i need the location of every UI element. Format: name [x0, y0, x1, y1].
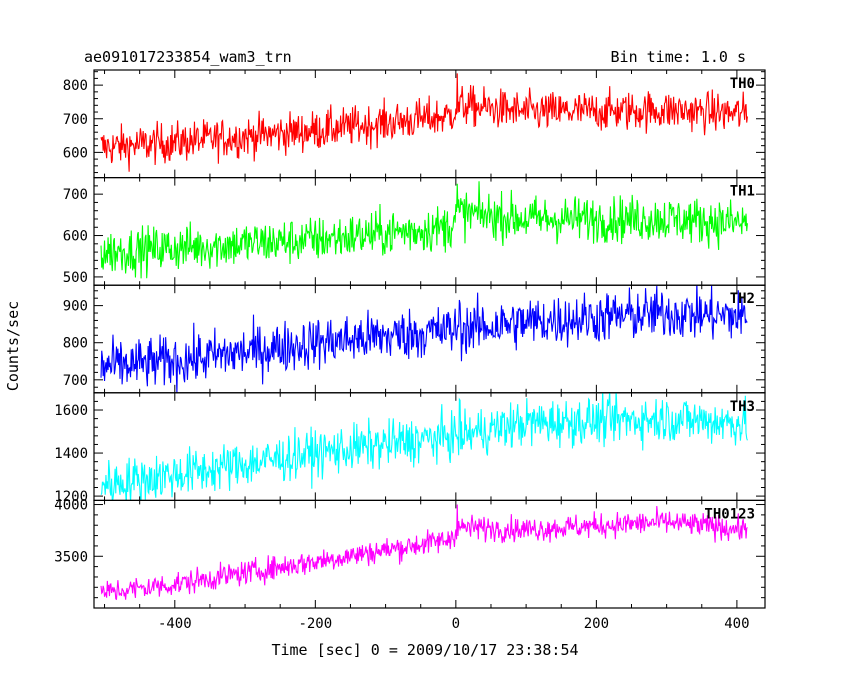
series-th0: [100, 73, 748, 172]
y-tick-label: 800: [63, 78, 88, 94]
y-tick-label: 1600: [54, 403, 88, 419]
y-tick-label: 700: [63, 112, 88, 128]
y-tick-label: 3500: [54, 549, 88, 565]
y-tick-label: 1400: [54, 446, 88, 462]
y-tick-label: 700: [63, 187, 88, 203]
panel-label: TH0: [730, 76, 755, 92]
panel-frame: [93, 392, 766, 501]
panel-th0123: 3500 4000 TH0123: [54, 498, 766, 609]
panel-th1: 500 600 700 TH1: [63, 177, 766, 286]
panel-label: TH1: [730, 184, 755, 200]
y-tick-label: 500: [63, 270, 88, 286]
bin-time-label: Bin time: 1.0 s: [611, 48, 746, 66]
x-tick-label: -400: [158, 616, 192, 632]
series-th1: [100, 181, 748, 279]
y-tick-label: 900: [63, 299, 88, 315]
series-th3: [100, 392, 748, 501]
y-tick-label: 600: [63, 145, 88, 161]
x-tick-label: -200: [298, 616, 332, 632]
panel-th3: 1200 1400 1600 TH3: [54, 392, 766, 505]
y-tick-label: 800: [63, 336, 88, 352]
chart-title: ae091017233854_wam3_trn: [84, 48, 292, 66]
y-tick-label: 1200: [54, 489, 88, 505]
x-axis-label: Time [sec] 0 = 2009/10/17 23:38:54: [271, 641, 578, 659]
panel-frame: [93, 499, 766, 609]
series-th2: [100, 285, 748, 393]
panels-group: 600 700 800 TH0 500 600 700 TH1 700 800 900 TH2 1200…: [54, 69, 766, 632]
x-tick-label: 0: [452, 616, 460, 632]
panel-frame: [93, 284, 766, 394]
y-axis-label: Counts/sec: [4, 301, 22, 391]
panel-label: TH0123: [704, 506, 755, 522]
panel-th2: 700 800 900 TH2: [63, 284, 766, 394]
series-th0123: [100, 504, 748, 601]
panel-label: TH3: [730, 399, 755, 415]
panel-th0: 600 700 800 TH0: [63, 69, 766, 179]
x-tick-label: 200: [584, 616, 609, 632]
y-tick-label: 600: [63, 229, 88, 245]
x-tick-label: 400: [724, 616, 749, 632]
y-tick-label: 4000: [54, 498, 88, 514]
panel-label: TH2: [730, 291, 755, 307]
y-tick-label: 700: [63, 373, 88, 389]
